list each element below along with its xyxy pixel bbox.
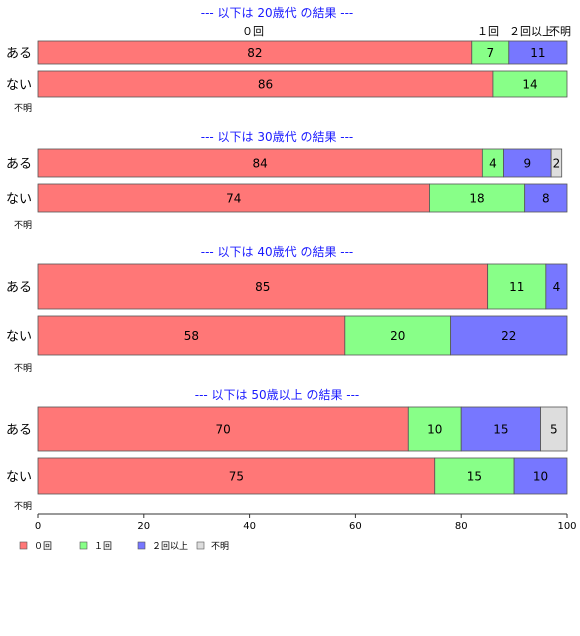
bar-segment bbox=[550, 148, 563, 178]
bar-segment bbox=[492, 70, 568, 98]
data-label: 8 bbox=[542, 192, 550, 206]
data-label: 5 bbox=[550, 423, 558, 437]
data-label: 4 bbox=[553, 280, 561, 294]
data-label: 15 bbox=[467, 470, 482, 484]
bar-segment bbox=[513, 457, 568, 495]
bar-segment bbox=[407, 406, 462, 452]
bar-segment bbox=[540, 406, 568, 452]
bar-segment bbox=[545, 263, 568, 310]
legend-swatch bbox=[196, 541, 205, 550]
panel-title: --- 以下は 30歳代 の結果 --- bbox=[201, 130, 354, 144]
x-tick-label: 80 bbox=[455, 521, 468, 532]
column-header: ２回以上 bbox=[509, 25, 553, 38]
bar-segment bbox=[434, 457, 515, 495]
data-label: 10 bbox=[427, 423, 442, 437]
bar-segment bbox=[460, 406, 541, 452]
bar-segment bbox=[37, 183, 430, 213]
data-label: 70 bbox=[216, 423, 231, 437]
data-label: 86 bbox=[258, 78, 273, 92]
data-label: 15 bbox=[493, 423, 508, 437]
data-label: 58 bbox=[184, 329, 199, 343]
legend-label: 不明 bbox=[211, 541, 229, 552]
legend-label: １回 bbox=[94, 541, 112, 552]
column-header: 不明 bbox=[549, 25, 571, 38]
legend-label: ０回 bbox=[34, 541, 52, 552]
bar-segment bbox=[37, 457, 436, 495]
unknown-note: 不明 bbox=[14, 363, 32, 374]
row-label: ない bbox=[6, 330, 32, 345]
data-label: 11 bbox=[509, 280, 524, 294]
row-label: ない bbox=[6, 470, 32, 485]
column-header: １回 bbox=[477, 25, 499, 38]
data-label: 4 bbox=[489, 157, 497, 171]
data-label: 18 bbox=[469, 192, 484, 206]
row-label: ある bbox=[6, 157, 32, 172]
row-label: ない bbox=[6, 78, 32, 93]
bar-segment bbox=[37, 315, 346, 356]
legend-label: ２回以上 bbox=[152, 541, 188, 552]
bar-segment bbox=[503, 148, 552, 178]
x-tick-label: 100 bbox=[557, 521, 576, 532]
bar-segment bbox=[37, 148, 483, 178]
data-label: 75 bbox=[229, 470, 244, 484]
row-label: ある bbox=[6, 47, 32, 62]
data-label: 74 bbox=[226, 192, 241, 206]
x-tick-label: 20 bbox=[137, 521, 150, 532]
data-label: 14 bbox=[522, 78, 537, 92]
bar-segment bbox=[508, 40, 568, 65]
row-label: ない bbox=[6, 192, 32, 207]
bar-segment bbox=[450, 315, 568, 356]
legend-swatch bbox=[79, 541, 88, 550]
legend-swatch bbox=[19, 541, 28, 550]
data-label: 2 bbox=[553, 157, 561, 171]
panel-title: --- 以下は 40歳代 の結果 --- bbox=[201, 245, 354, 259]
panel-title: --- 以下は 50歳以上 の結果 --- bbox=[195, 388, 360, 402]
bar-segment bbox=[344, 315, 452, 356]
unknown-note: 不明 bbox=[14, 103, 32, 114]
x-tick-label: 0 bbox=[35, 521, 41, 532]
bar-segment bbox=[487, 263, 547, 310]
data-label: 7 bbox=[486, 46, 494, 60]
bar-segment bbox=[37, 263, 489, 310]
data-label: 9 bbox=[524, 157, 532, 171]
column-header: ０回 bbox=[242, 25, 264, 38]
row-label: ある bbox=[6, 281, 32, 296]
x-tick-label: 60 bbox=[349, 521, 362, 532]
legend-swatch bbox=[137, 541, 146, 550]
data-label: 84 bbox=[253, 157, 268, 171]
unknown-note: 不明 bbox=[14, 220, 32, 231]
bar-segment bbox=[524, 183, 568, 213]
row-label: ある bbox=[6, 423, 32, 438]
data-label: 11 bbox=[530, 46, 545, 60]
data-label: 22 bbox=[501, 329, 516, 343]
x-tick-label: 40 bbox=[243, 521, 256, 532]
panel-title: --- 以下は 20歳代 の結果 --- bbox=[201, 6, 354, 20]
data-label: 85 bbox=[255, 280, 270, 294]
data-label: 82 bbox=[247, 46, 262, 60]
bar-segment bbox=[37, 406, 409, 452]
unknown-note: 不明 bbox=[14, 501, 32, 512]
data-label: 10 bbox=[533, 470, 548, 484]
data-label: 20 bbox=[390, 329, 405, 343]
